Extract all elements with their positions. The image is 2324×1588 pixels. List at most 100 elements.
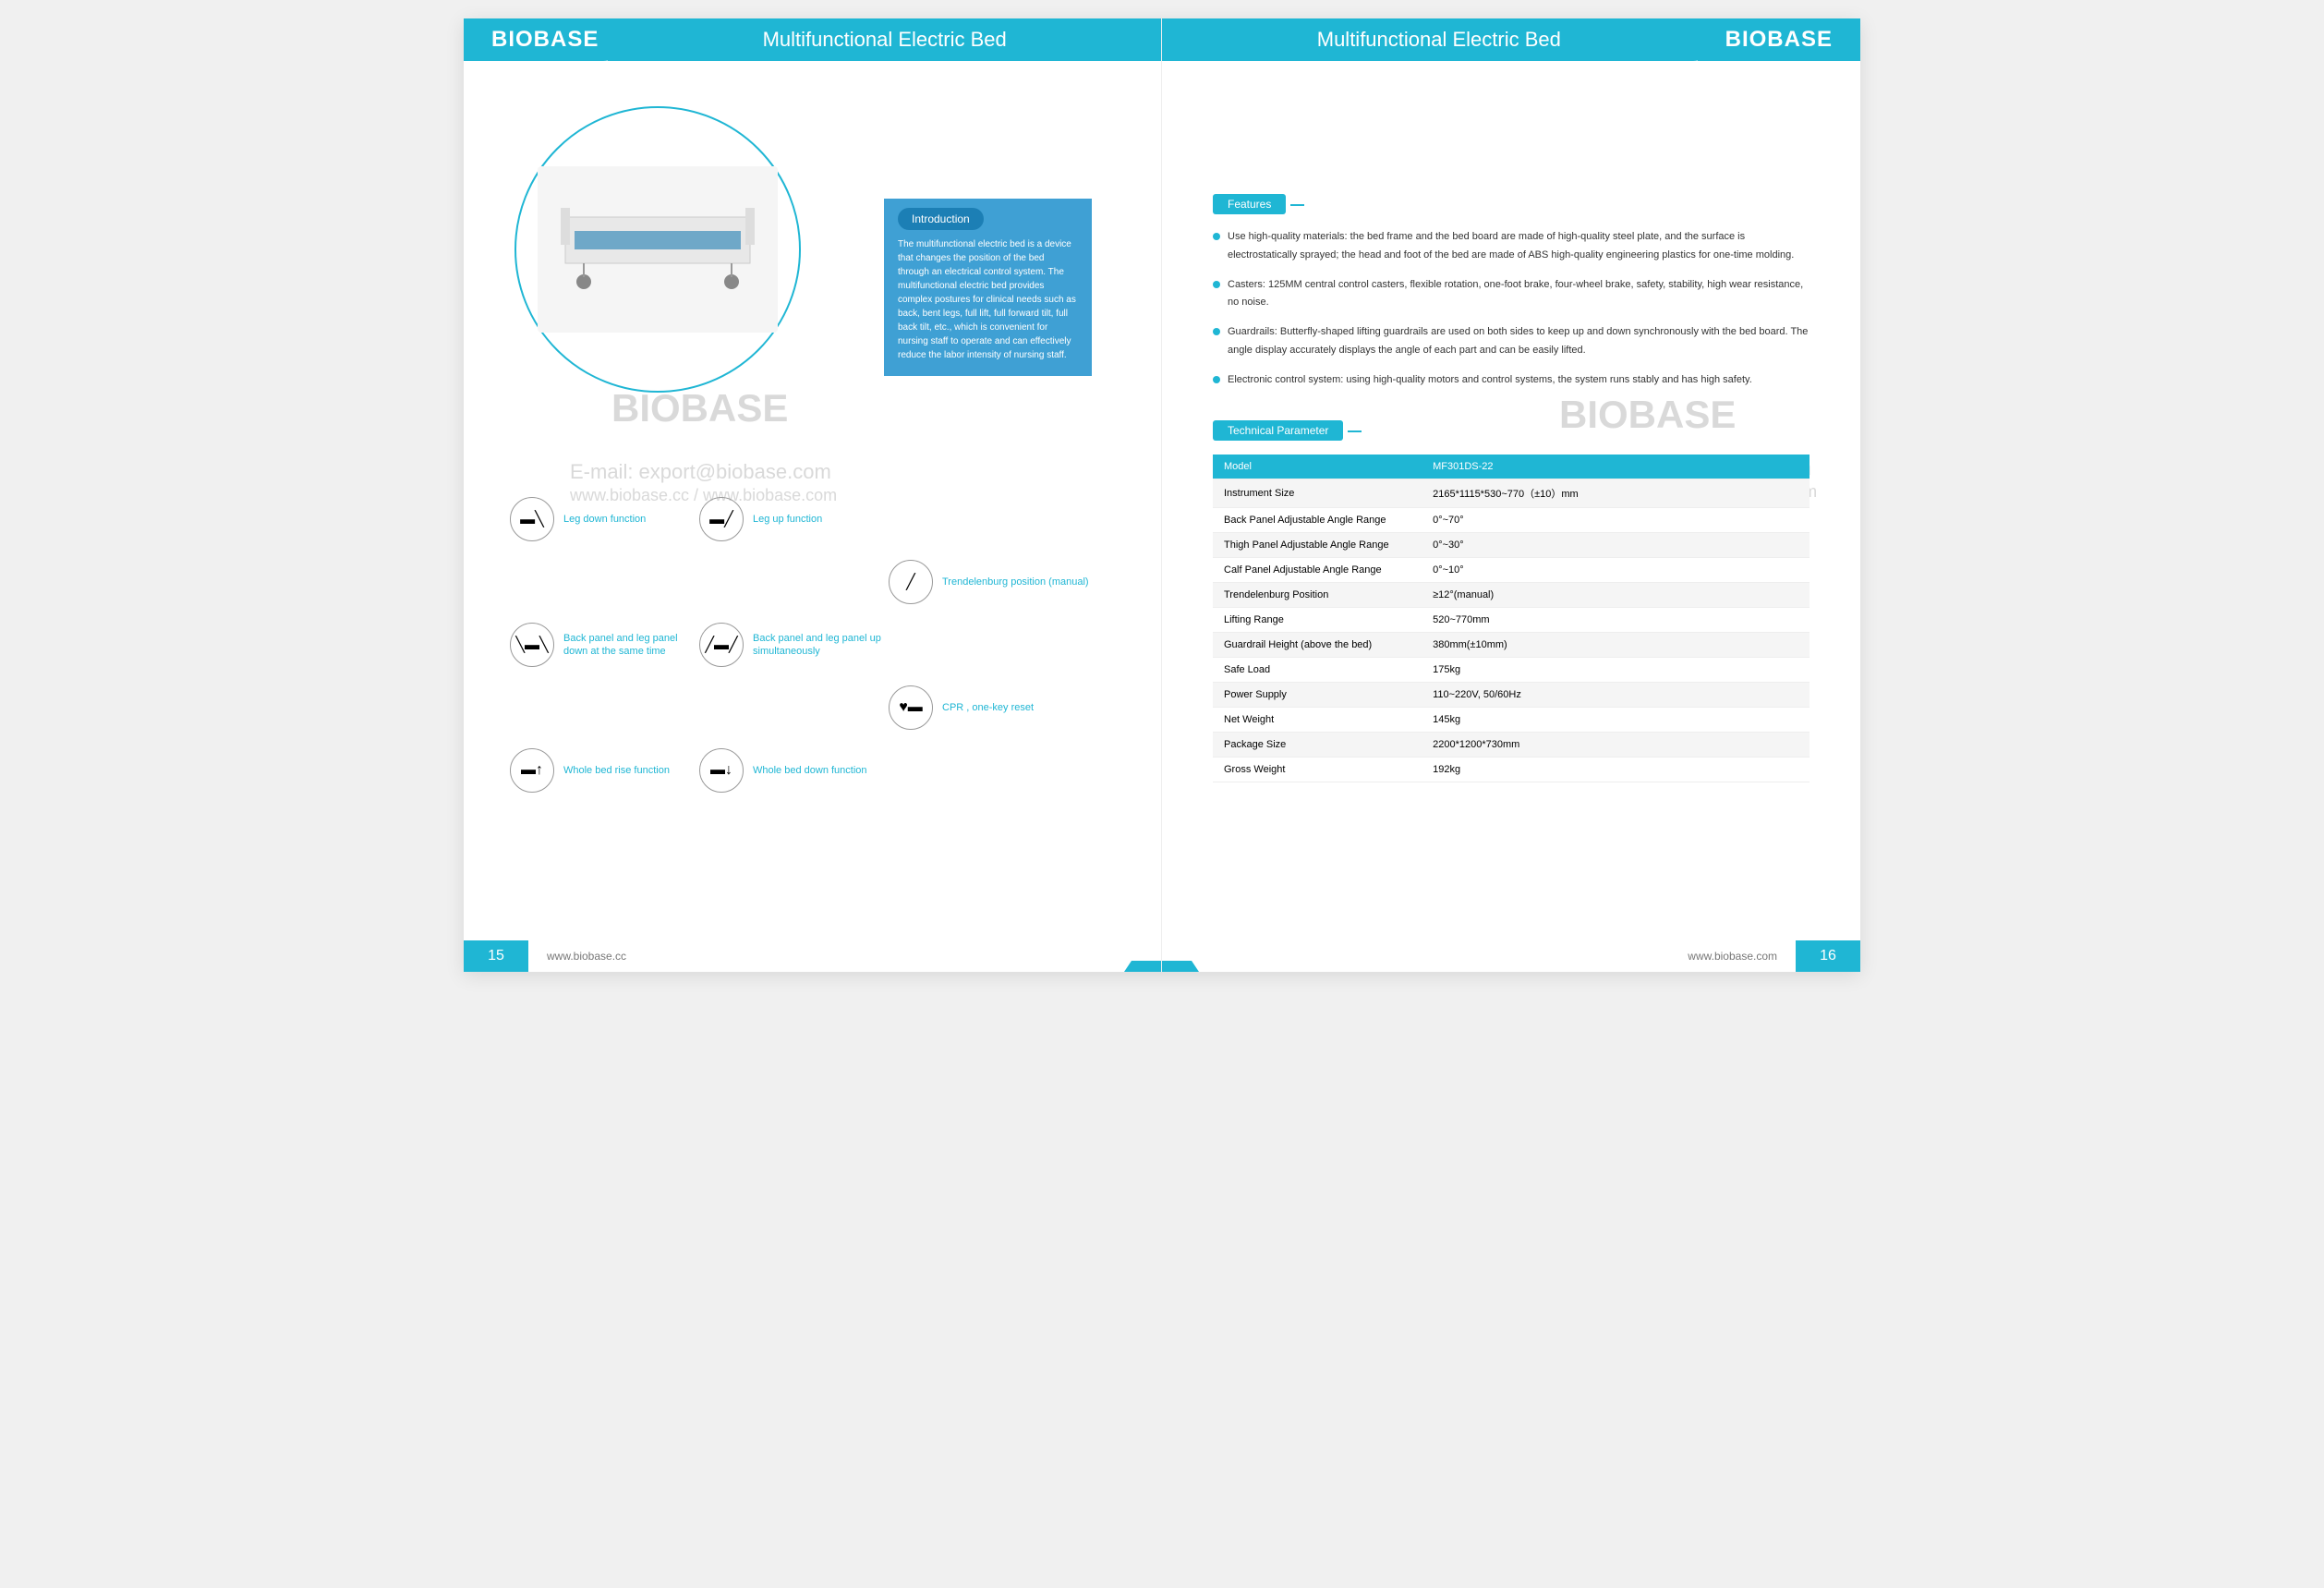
param-value: 145kg bbox=[1422, 708, 1810, 733]
page-right: Multifunctional Electric Bed BIOBASE Fea… bbox=[1162, 18, 1860, 972]
param-value: 380mm(±10mm) bbox=[1422, 633, 1810, 658]
introduction-box: Introduction The multifunctional electri… bbox=[884, 199, 1092, 376]
feature-text: Casters: 125MM central control casters, … bbox=[1228, 276, 1810, 313]
product-image-circle bbox=[514, 106, 801, 393]
function-label: Whole bed rise function bbox=[563, 764, 670, 777]
param-key: Power Supply bbox=[1213, 683, 1422, 708]
table-row: Power Supply110~220V, 50/60Hz bbox=[1213, 683, 1810, 708]
table-row: Thigh Panel Adjustable Angle Range0°~30° bbox=[1213, 533, 1810, 558]
function-label: CPR , one-key reset bbox=[942, 701, 1034, 714]
param-value: 2165*1115*530~770（±10）mm bbox=[1422, 479, 1810, 508]
param-key: Calf Panel Adjustable Angle Range bbox=[1213, 558, 1422, 583]
param-value: 2200*1200*730mm bbox=[1422, 733, 1810, 758]
title-bar: Multifunctional Electric Bed bbox=[608, 18, 1161, 61]
feature-text: Guardrails: Butterfly-shaped lifting gua… bbox=[1228, 323, 1810, 360]
function-item: ▬↓ Whole bed down function bbox=[699, 748, 889, 793]
introduction-label: Introduction bbox=[898, 208, 984, 230]
bed-down-icon: ▬↓ bbox=[699, 748, 744, 793]
function-label: Back panel and leg panel up simultaneous… bbox=[753, 632, 889, 659]
param-value: MF301DS-22 bbox=[1422, 455, 1810, 479]
param-value: 520~770mm bbox=[1422, 608, 1810, 633]
table-row: Safe Load175kg bbox=[1213, 658, 1810, 683]
bullet-icon bbox=[1213, 233, 1220, 240]
table-row: Back Panel Adjustable Angle Range0°~70° bbox=[1213, 508, 1810, 533]
param-value: 0°~30° bbox=[1422, 533, 1810, 558]
introduction-text: The multifunctional electric bed is a de… bbox=[884, 237, 1092, 362]
brand-logo: BIOBASE bbox=[491, 27, 599, 53]
footer-left: 15 www.biobase.cc bbox=[464, 940, 1161, 972]
function-item: ▬↑ Whole bed rise function bbox=[510, 748, 699, 793]
function-item: ▬╲ Leg down function bbox=[510, 497, 699, 541]
param-key: Trendelenburg Position bbox=[1213, 583, 1422, 608]
technical-section: Technical Parameter ModelMF301DS-22 Inst… bbox=[1213, 420, 1810, 782]
param-value: 110~220V, 50/60Hz bbox=[1422, 683, 1810, 708]
panels-up-icon: ╱▬╱ bbox=[699, 623, 744, 667]
feature-item: Electronic control system: using high-qu… bbox=[1213, 371, 1810, 390]
function-item: ▬╱ Leg up function bbox=[699, 497, 889, 541]
function-item: ╱▬╱ Back panel and leg panel up simultan… bbox=[699, 623, 889, 667]
table-row: ModelMF301DS-22 bbox=[1213, 455, 1810, 479]
param-key: Lifting Range bbox=[1213, 608, 1422, 633]
param-key: Back Panel Adjustable Angle Range bbox=[1213, 508, 1422, 533]
page-number: 15 bbox=[464, 940, 528, 972]
page-title: Multifunctional Electric Bed bbox=[763, 28, 1007, 52]
table-row: Package Size2200*1200*730mm bbox=[1213, 733, 1810, 758]
feature-text: Use high-quality materials: the bed fram… bbox=[1228, 228, 1810, 265]
technical-label: Technical Parameter bbox=[1213, 420, 1343, 441]
functions-grid: ▬╲ Leg down function ▬╱ Leg up function … bbox=[510, 497, 1101, 811]
function-item: ♥▬ CPR , one-key reset bbox=[889, 685, 1101, 730]
param-key: Instrument Size bbox=[1213, 479, 1422, 508]
title-bar: Multifunctional Electric Bed bbox=[1162, 18, 1716, 61]
param-value: 0°~10° bbox=[1422, 558, 1810, 583]
function-item: ╱ Trendelenburg position (manual) bbox=[889, 560, 1101, 604]
table-row: Net Weight145kg bbox=[1213, 708, 1810, 733]
leg-up-icon: ▬╱ bbox=[699, 497, 744, 541]
function-label: Whole bed down function bbox=[753, 764, 867, 777]
param-value: ≥12°(manual) bbox=[1422, 583, 1810, 608]
table-row: Calf Panel Adjustable Angle Range0°~10° bbox=[1213, 558, 1810, 583]
feature-text: Electronic control system: using high-qu… bbox=[1228, 371, 1752, 390]
table-row: Gross Weight192kg bbox=[1213, 758, 1810, 782]
param-key: Net Weight bbox=[1213, 708, 1422, 733]
bullet-icon bbox=[1213, 328, 1220, 335]
feature-item: Guardrails: Butterfly-shaped lifting gua… bbox=[1213, 323, 1810, 360]
trendelenburg-icon: ╱ bbox=[889, 560, 933, 604]
table-row: Instrument Size2165*1115*530~770（±10）mm bbox=[1213, 479, 1810, 508]
header-left: BIOBASE Multifunctional Electric Bed bbox=[464, 18, 1161, 61]
bullet-icon bbox=[1213, 281, 1220, 288]
parameter-table: ModelMF301DS-22 Instrument Size2165*1115… bbox=[1213, 455, 1810, 782]
bullet-icon bbox=[1213, 376, 1220, 383]
features-section: Features Use high-quality materials: the… bbox=[1213, 194, 1810, 401]
param-key: Thigh Panel Adjustable Angle Range bbox=[1213, 533, 1422, 558]
brand-logo: BIOBASE bbox=[1725, 27, 1833, 53]
table-row: Trendelenburg Position≥12°(manual) bbox=[1213, 583, 1810, 608]
logo-bar: BIOBASE bbox=[464, 18, 626, 61]
bed-rise-icon: ▬↑ bbox=[510, 748, 554, 793]
panels-down-icon: ╲▬╲ bbox=[510, 623, 554, 667]
footer-url: www.biobase.com bbox=[1688, 950, 1777, 963]
param-value: 175kg bbox=[1422, 658, 1810, 683]
page-left: BIOBASE Multifunctional Electric Bed bbox=[464, 18, 1162, 972]
page-number: 16 bbox=[1796, 940, 1860, 972]
param-key: Model bbox=[1213, 455, 1422, 479]
param-key: Guardrail Height (above the bed) bbox=[1213, 633, 1422, 658]
leg-down-icon: ▬╲ bbox=[510, 497, 554, 541]
param-value: 192kg bbox=[1422, 758, 1810, 782]
feature-item: Use high-quality materials: the bed fram… bbox=[1213, 228, 1810, 265]
footer-url: www.biobase.cc bbox=[547, 950, 626, 963]
watermark-email: E-mail: export@biobase.com bbox=[570, 460, 831, 484]
cpr-icon: ♥▬ bbox=[889, 685, 933, 730]
feature-item: Casters: 125MM central control casters, … bbox=[1213, 276, 1810, 313]
product-image bbox=[538, 166, 778, 333]
table-row: Lifting Range520~770mm bbox=[1213, 608, 1810, 633]
function-item: ╲▬╲ Back panel and leg panel down at the… bbox=[510, 623, 699, 667]
function-label: Trendelenburg position (manual) bbox=[942, 576, 1089, 588]
function-label: Leg up function bbox=[753, 513, 822, 526]
page-title: Multifunctional Electric Bed bbox=[1317, 28, 1561, 52]
features-label: Features bbox=[1213, 194, 1286, 214]
feature-list: Use high-quality materials: the bed fram… bbox=[1213, 228, 1810, 390]
function-label: Back panel and leg panel down at the sam… bbox=[563, 632, 699, 659]
table-row: Guardrail Height (above the bed)380mm(±1… bbox=[1213, 633, 1810, 658]
footer-right: www.biobase.com 16 bbox=[1162, 940, 1860, 972]
logo-bar: BIOBASE bbox=[1698, 18, 1860, 61]
